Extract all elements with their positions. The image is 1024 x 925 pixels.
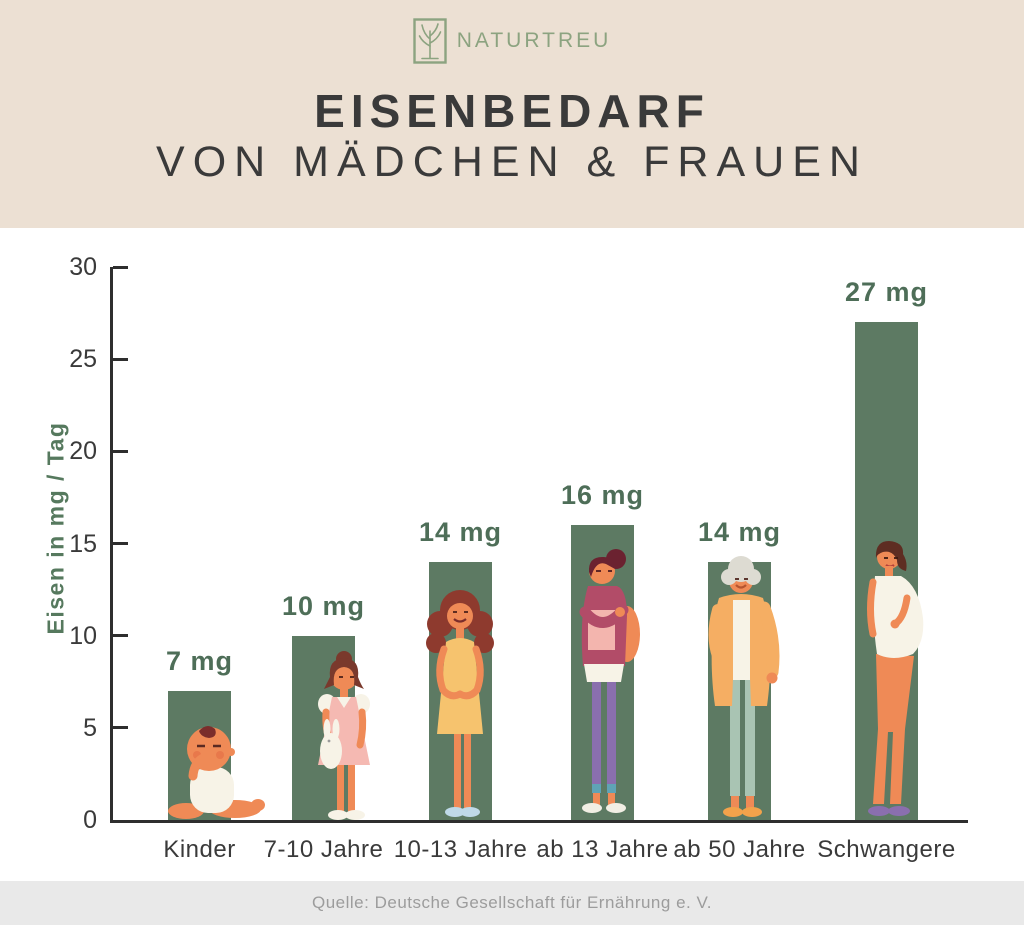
y-axis-tick-label: 15 [69,529,97,558]
bar-value-label: 16 mg [560,480,645,510]
x-axis-label-10-13: 10-13 Jahre [393,836,528,863]
x-axis-label-ab-13: ab 13 Jahre [536,836,669,863]
brand-logo: NATURTREU [0,18,1024,64]
header-banner: NATURTREU EISENBEDARF VON MÄDCHEN & FRAU… [0,0,1024,228]
y-axis-tick [113,357,128,361]
bar-group-7-10: 10 mg [256,267,392,863]
x-axis-line [110,820,968,823]
source-text: Quelle: Deutsche Gesellschaft für Ernähr… [312,893,712,912]
y-axis-tick [113,542,128,545]
girl-with-bunny-illustration [317,651,370,820]
bar-group-ab-50: 14 mg ab 50 Jahre [672,267,808,863]
y-axis-tick-label: 30 [69,253,97,281]
y-axis-line [110,267,113,823]
y-axis-tick-label: 0 [83,806,97,834]
young-woman-with-books-illustration [579,549,640,813]
y-axis-tick-label: 10 [69,621,97,650]
baby-illustration [167,725,265,819]
x-axis-label-7-10: 7-10 Jahre [263,836,384,863]
y-axis-tick-label: 25 [69,345,97,374]
bar-chart: 0 5 10 15 20 25 30 7 mg Kinder 10 mg [69,253,968,863]
y-axis-tick-label: 20 [69,437,97,466]
y-axis-tick [113,265,128,269]
bar-value-label: 10 mg [281,591,366,621]
x-axis-label-kinder: Kinder [163,836,236,863]
bar-group-schwangere: 27 mg Schwangere [817,267,955,863]
y-axis-tick [113,726,128,730]
bar-value-label: 14 mg [697,517,782,547]
x-axis-label-ab-50: ab 50 Jahre [673,836,806,863]
tree-icon [413,18,447,64]
x-axis-label-schwangere: Schwangere [817,836,956,863]
pregnant-woman-illustration [866,541,923,816]
y-axis-tick [113,449,128,453]
page-title-line1: EISENBEDARF [314,85,710,137]
y-axis-tick [113,634,128,638]
older-woman-illustration [708,556,779,817]
source-footer: Quelle: Deutsche Gesellschaft für Ernähr… [0,881,1024,925]
y-axis-tick-label: 5 [83,713,97,742]
bar-value-label: 7 mg [165,646,234,676]
bar-group-kinder: 7 mg Kinder [132,267,268,863]
bar-group-10-13: 14 mg 10-13 Jahre [393,267,529,863]
bar-group-ab-13: 16 mg ab 13 [535,267,671,863]
brand-name: NATURTREU [456,29,612,52]
bar-value-label: 27 mg [844,277,929,307]
bar-value-label: 14 mg [418,517,503,547]
teen-girl-illustration [425,590,494,817]
page-title-line2: VON MÄDCHEN & FRAUEN [156,138,868,186]
